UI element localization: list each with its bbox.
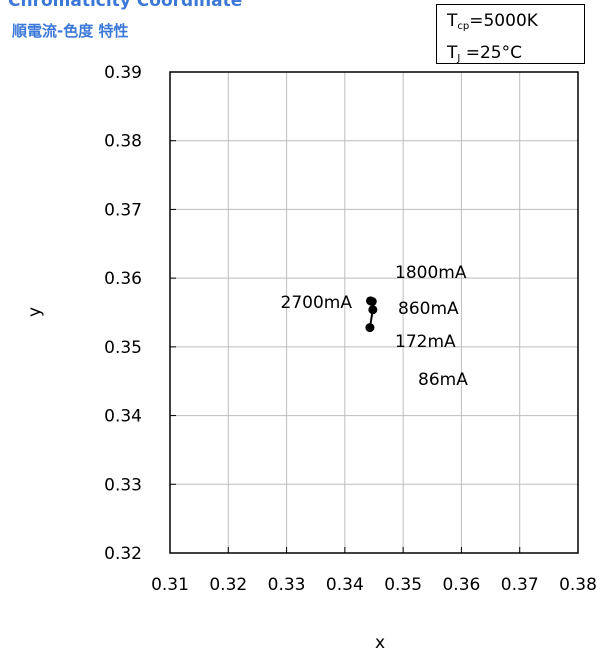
data-point-3	[366, 296, 376, 306]
condition-tj: TJ =25°C	[447, 40, 584, 72]
tj-subscript: J	[457, 53, 461, 64]
current-label-2: 860mA	[398, 299, 459, 319]
series	[365, 296, 378, 333]
x-axis-title: x	[375, 633, 385, 653]
x-tick-label-2: 0.33	[268, 575, 306, 595]
x-tick-label-3: 0.34	[326, 575, 364, 595]
current-label-4: 86mA	[418, 370, 468, 390]
grid	[170, 72, 578, 553]
y-tick-label-4: 0.36	[104, 269, 142, 289]
tcp-value: =5000K	[469, 11, 538, 31]
tj-symbol: T	[447, 43, 458, 63]
annotations: 1800mA 2700mA 860mA 172mA 86mA	[281, 263, 469, 390]
tj-value: =25°C	[465, 43, 522, 63]
chart-title-zh: 順電流-色度 特性	[12, 22, 129, 40]
y-axis-title: y	[25, 307, 45, 317]
tcp-symbol: T	[447, 11, 458, 31]
y-tick-label-6: 0.38	[104, 132, 142, 152]
data-point-0	[365, 323, 375, 333]
x-tick-label-1: 0.32	[209, 575, 247, 595]
condition-tcp: Tcp=5000K	[447, 8, 584, 40]
plot-frame	[169, 71, 579, 554]
x-tick-label-7: 0.38	[559, 575, 597, 595]
y-tick-label-0: 0.32	[104, 544, 142, 564]
y-tick-label-5: 0.37	[104, 200, 142, 220]
tcp-subscript: cp	[457, 21, 470, 32]
x-tick-label-6: 0.37	[501, 575, 539, 595]
current-label-0: 1800mA	[395, 263, 467, 283]
x-tick-label-0: 0.31	[151, 575, 189, 595]
y-tick-label-2: 0.34	[104, 407, 142, 427]
x-tick-label-5: 0.36	[442, 575, 480, 595]
data-point-1	[368, 305, 378, 315]
y-tick-label-7: 0.39	[104, 63, 142, 83]
tick-labels: 0.31 0.32 0.33 0.34 0.35 0.36 0.37 0.38 0.32 0.33…	[104, 63, 597, 595]
y-tick-label-1: 0.33	[104, 475, 142, 495]
current-label-3: 172mA	[395, 332, 456, 352]
y-tick-label-3: 0.35	[104, 338, 142, 358]
x-tick-label-4: 0.35	[384, 575, 422, 595]
chart-title-en: Chromaticity Coordinate	[8, 0, 243, 11]
current-label-1: 2700mA	[281, 293, 353, 313]
conditions-box: Tcp=5000K TJ =25°C	[436, 4, 585, 64]
